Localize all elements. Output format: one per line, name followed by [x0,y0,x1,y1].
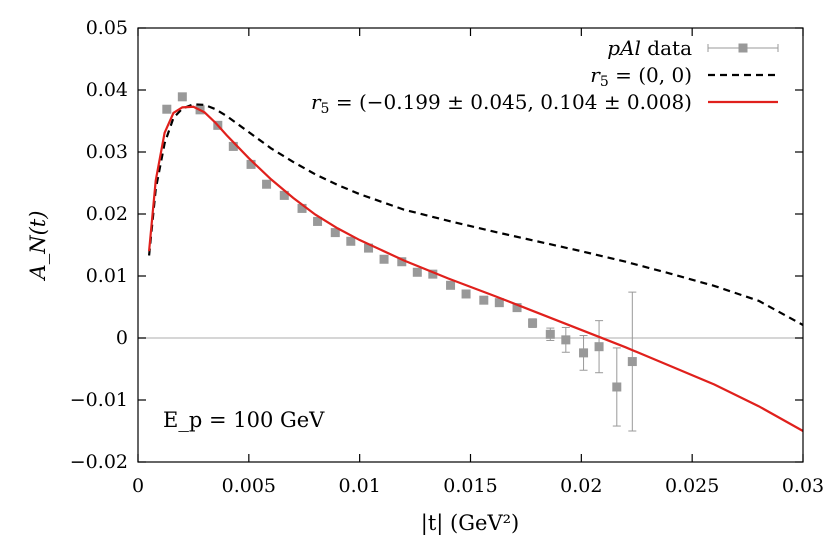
legend-label-part: data [641,36,692,60]
x-tick-label: 0 [132,475,144,497]
y-tick-label: 0.02 [86,203,128,225]
energy-annotation: E_p = 100 GeV [163,408,325,432]
x-tick-label: 0.005 [222,475,276,497]
data-point [612,382,622,392]
data-point [262,179,272,189]
data-point [177,92,187,102]
data-point [397,257,407,267]
y-tick-label: 0.03 [86,141,128,163]
data-point [446,280,456,290]
series-layer [147,92,804,432]
x-tick-label: 0.01 [339,475,381,497]
data-point [313,216,323,226]
data-point [246,159,256,169]
legend-label-part: = (−0.199 ± 0.045, 0.104 ± 0.008) [329,90,692,114]
series-line-2 [147,105,804,432]
data-point [594,342,604,352]
x-axis-label: |t| (GeV²) [421,511,519,536]
legend-label-part: = (0, 0) [609,63,692,87]
x-tick-label: 0.03 [782,475,824,497]
data-point [412,267,422,277]
data-point [162,104,172,114]
x-tick-label: 0.015 [443,475,497,497]
y-axis-label: A_N(t) [26,211,50,282]
legend-label-part: 5 [600,74,609,90]
data-point [528,318,538,328]
y-tick-label: 0.05 [86,17,128,39]
data-point [330,228,340,238]
legend-swatch-marker [738,43,748,53]
legend-label-part: r [311,90,322,114]
y-tick-label: 0.01 [86,265,128,287]
series-line-1 [147,103,804,326]
x-tick-label: 0.025 [665,475,719,497]
legend-label-part: 5 [321,101,330,117]
legend-label-1: r5 = (0, 0) [590,63,692,90]
data-point [512,303,522,313]
legend-label-part: pAl [607,36,641,60]
ticks-layer: 0 0.005 0.01 0.015 0.02 0.025 0.03−0.02−0.0100… [70,17,824,497]
data-point [228,141,238,151]
data-point [627,357,637,367]
y-tick-label: 0 [116,327,128,349]
data-point [561,335,571,345]
data-point [428,269,438,279]
data-point [461,289,471,299]
data-point [479,295,489,305]
legend-label-part: r [590,63,601,87]
y-axis-label-text: A_N(t) [26,211,50,282]
data-point [379,254,389,264]
y-tick-label: −0.01 [70,389,128,411]
data-point [297,203,307,213]
data-point [494,298,504,308]
legend-label-2: r5 = (−0.199 ± 0.045, 0.104 ± 0.008) [311,90,692,117]
y-tick-label: 0.04 [86,79,128,101]
legend-label-0: pAl data [607,36,692,60]
data-point [346,236,356,246]
data-point [279,190,289,200]
data-point [364,243,374,253]
y-tick-label: −0.02 [70,451,128,473]
x-tick-label: 0.02 [560,475,602,497]
data-point [579,348,589,358]
data-point [545,329,555,339]
x-axis-label-text: |t| (GeV²) [421,511,519,536]
